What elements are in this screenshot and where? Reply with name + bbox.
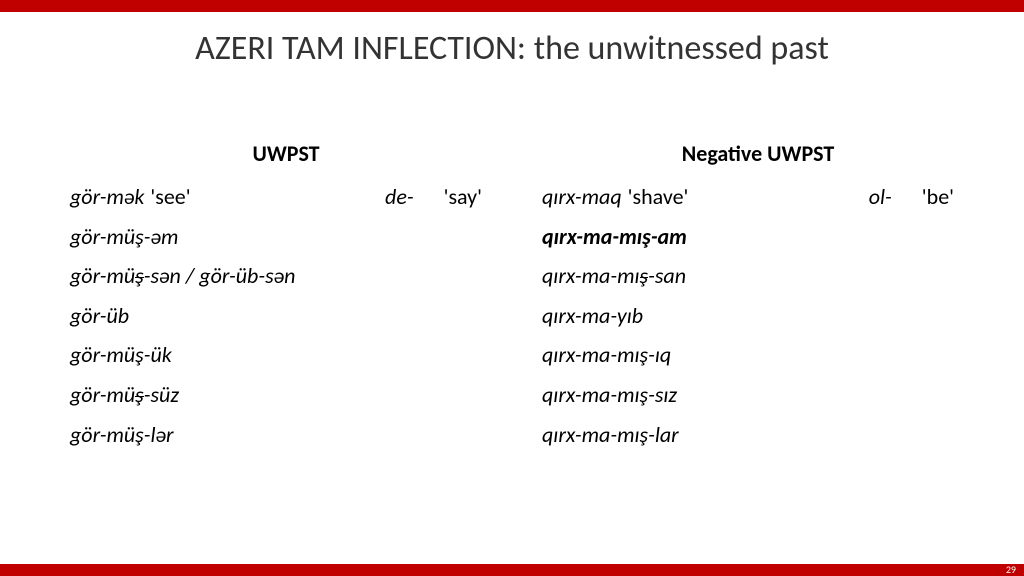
left-gloss2: 'say' bbox=[444, 177, 482, 217]
paradigm-row: gör-müş-sən / gör-üb-sən bbox=[70, 256, 502, 296]
paradigm-row: gör-müş-lər bbox=[70, 415, 502, 455]
top-accent-bar bbox=[0, 0, 1024, 12]
paradigm-row: gör-müş-əm bbox=[70, 217, 502, 257]
right-column: Negative UWPST qırx-maq 'shave' ol- 'be'… bbox=[542, 140, 974, 454]
paradigm-row: gör-müş-süz bbox=[70, 375, 502, 415]
right-header: Negative UWPST bbox=[542, 140, 974, 167]
paradigm-row: qırx-ma-mış-san bbox=[542, 256, 974, 296]
slide-title: AZERI TAM INFLECTION: the unwitnessed pa… bbox=[0, 28, 1024, 69]
paradigm-row: qırx-ma-mış-lar bbox=[542, 415, 974, 455]
left-paradigm-rows: gör-müş-əmgör-müş-sən / gör-üb-səngör-üb… bbox=[70, 217, 502, 455]
left-lemma1: gör-mək bbox=[70, 177, 144, 217]
left-lemma2: de- bbox=[385, 177, 414, 217]
paradigm-row: gör-müş-ük bbox=[70, 335, 502, 375]
right-lemma2: ol- bbox=[869, 177, 892, 217]
bottom-accent-bar: 29 bbox=[0, 564, 1024, 576]
content-area: UWPST gör-mək 'see' de- 'say' gör-müş-əm… bbox=[70, 140, 974, 454]
left-lemma-row: gör-mək 'see' de- 'say' bbox=[70, 177, 502, 217]
left-gloss1: 'see' bbox=[150, 177, 190, 217]
right-paradigm-rows: qırx-ma-mış-amqırx-ma-mış-sanqırx-ma-yıb… bbox=[542, 217, 974, 455]
spacer bbox=[191, 177, 385, 217]
left-header: UWPST bbox=[70, 140, 502, 167]
right-lemma1: qırx-maq bbox=[542, 177, 622, 217]
left-column: UWPST gör-mək 'see' de- 'say' gör-müş-əm… bbox=[70, 140, 502, 454]
spacer bbox=[688, 177, 868, 217]
right-gloss1: 'shave' bbox=[628, 177, 689, 217]
paradigm-row: qırx-ma-mış-sız bbox=[542, 375, 974, 415]
paradigm-row: qırx-ma-mış-ıq bbox=[542, 335, 974, 375]
right-gloss2: 'be' bbox=[922, 177, 954, 217]
right-lemma-row: qırx-maq 'shave' ol- 'be' bbox=[542, 177, 974, 217]
paradigm-row: gör-üb bbox=[70, 296, 502, 336]
paradigm-row: qırx-ma-yıb bbox=[542, 296, 974, 336]
paradigm-row: qırx-ma-mış-am bbox=[542, 217, 974, 257]
page-number: 29 bbox=[1006, 564, 1016, 576]
